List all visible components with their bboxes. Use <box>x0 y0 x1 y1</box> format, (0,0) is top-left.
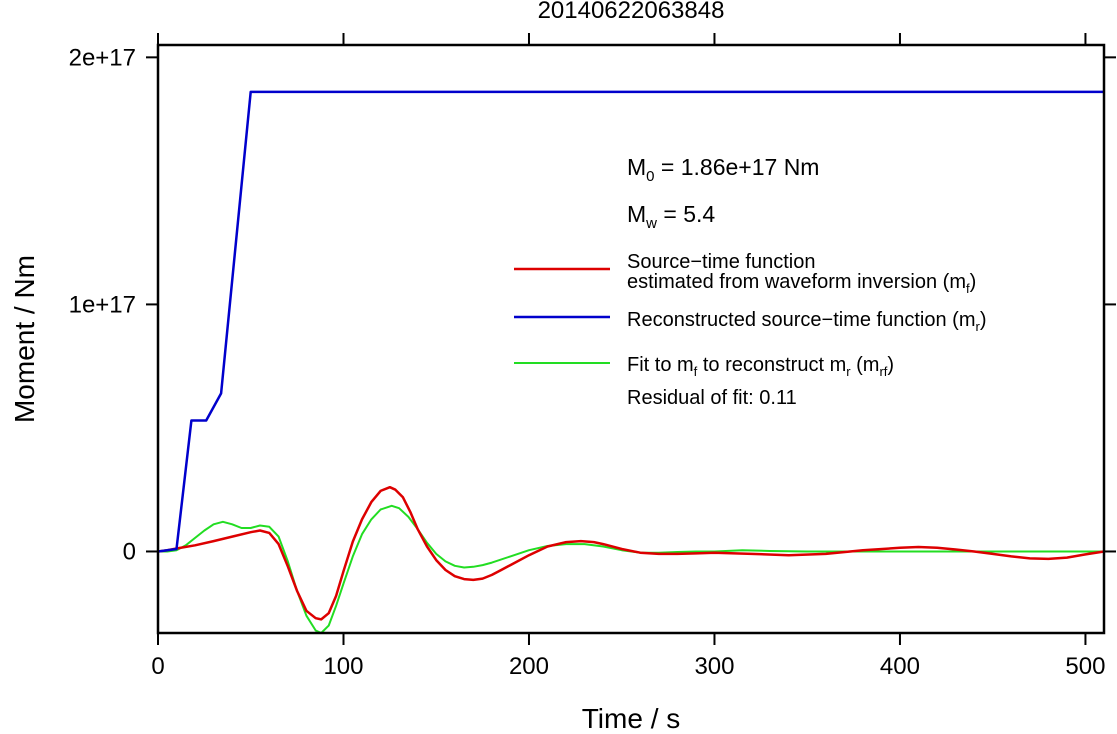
series-layer <box>157 90 1105 634</box>
series-line-2 <box>158 504 1104 634</box>
x-axis-ticks: 0 100 200 300 400 500 <box>151 33 1105 680</box>
mw-symbol: M <box>627 201 646 227</box>
m0-symbol: M <box>627 154 646 180</box>
mw-subscript: w <box>645 215 657 232</box>
series-line-1 <box>157 90 1104 553</box>
x-tick-label-3: 300 <box>694 653 734 680</box>
m0-subscript: 0 <box>646 168 654 185</box>
legend-label-estimated-line1: Source−time function <box>627 251 815 273</box>
series-line-0 <box>157 485 1105 621</box>
mw-value: = 5.4 <box>657 201 715 227</box>
x-tick-label-1: 100 <box>323 653 363 680</box>
legend-label-reconstructed: Reconstructed source−time function (mr) <box>627 309 987 334</box>
moment-magnitude-annotation: Mw = 5.4 <box>627 201 715 232</box>
chart-title: 20140622063848 <box>538 0 725 24</box>
y-axis-label: Moment / Nm <box>9 255 40 423</box>
legend: Source−time function estimated from wave… <box>514 251 987 409</box>
legend-label-fit: Fit to mf to reconstruct mr (mrf) <box>627 354 894 379</box>
y-tick-label-2: 2e+17 <box>69 44 136 71</box>
residual-annotation: Residual of fit: 0.11 <box>627 387 797 409</box>
plot-frame <box>156 43 1106 635</box>
y-tick-label-0: 0 <box>123 538 136 565</box>
x-tick-label-4: 400 <box>880 653 920 680</box>
seismic-moment-annotation: M0 = 1.86e+17 Nm <box>627 154 819 185</box>
y-axis-ticks: 0 1e+17 2e+17 <box>69 44 1116 565</box>
y-tick-label-1: 1e+17 <box>69 291 136 318</box>
x-tick-label-2: 200 <box>509 653 549 680</box>
x-tick-label-0: 0 <box>151 653 164 680</box>
legend-label-estimated-line2: estimated from waveform inversion (mf) <box>627 271 976 296</box>
x-tick-label-5: 500 <box>1065 653 1105 680</box>
m0-value: = 1.86e+17 Nm <box>655 154 820 180</box>
x-axis-label: Time / s <box>582 703 681 734</box>
